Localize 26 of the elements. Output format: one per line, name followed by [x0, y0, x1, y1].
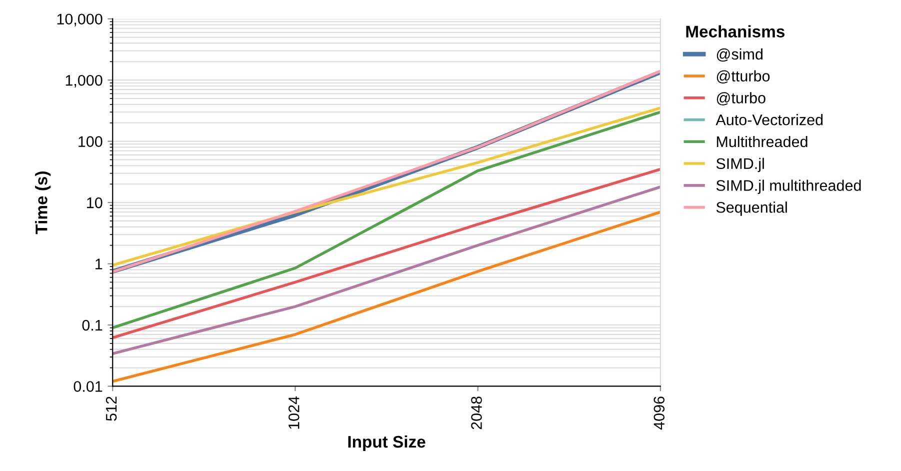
y-axis-title: Time (s)	[35, 172, 51, 234]
legend-label: Multithreaded	[716, 136, 808, 148]
legend-label: Auto-Vectorized	[716, 114, 823, 126]
x-tick-label: 512	[106, 396, 117, 421]
x-tick-label: 2048	[471, 396, 482, 430]
y-tick-label: 0.1	[82, 320, 102, 331]
line-series	[112, 210, 660, 383]
y-tick-label: 0.01	[74, 381, 102, 392]
line-series	[112, 110, 660, 330]
legend-label: @tturbo	[716, 70, 770, 84]
line-series	[112, 186, 660, 356]
x-axis-title: Input Size	[348, 435, 426, 452]
y-tick-label: 100	[78, 136, 102, 147]
y-tick-label: 1,000	[66, 74, 102, 88]
line-series	[112, 168, 660, 340]
legend-label: @turbo	[716, 92, 766, 106]
legend-label: Sequential	[716, 202, 787, 216]
x-tick-label: 4096	[654, 396, 665, 430]
legend-label: SIMD.jl	[716, 158, 764, 172]
legend-title: Mechanisms	[686, 25, 784, 38]
x-tick-label: 1024	[288, 396, 300, 429]
legend-label: @simd	[716, 48, 762, 62]
y-tick-label: 10,000	[57, 14, 102, 26]
legend-label: SIMD.jl multithreaded	[716, 180, 861, 194]
y-tick-label: 1	[96, 258, 102, 270]
y-tick-label: 10	[87, 197, 102, 208]
